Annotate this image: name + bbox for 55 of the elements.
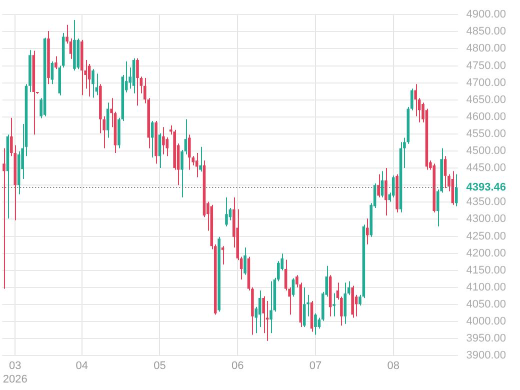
y-tick-label: 4000.00 (466, 316, 506, 328)
candlestick (270, 280, 272, 334)
candlestick (266, 300, 269, 342)
candlestick (54, 56, 58, 70)
ref-line-label: 4393.46 (466, 181, 506, 194)
candlestick (158, 132, 162, 169)
y-tick-label: 4300.00 (466, 213, 506, 226)
candlestick (92, 68, 94, 98)
candlestick (314, 312, 317, 336)
y-tick-label: 4500.00 (466, 145, 506, 158)
x-tick-label: 07 (309, 360, 322, 372)
y-tick-label: 4800.00 (466, 42, 506, 55)
candlestick (414, 84, 417, 117)
y-tick-label: 4750.00 (466, 60, 506, 72)
y-tick-label: 4250.00 (466, 230, 506, 242)
candlestick (444, 156, 447, 189)
x-tick-label: 06 (231, 360, 244, 372)
y-tick-label: 4450.00 (466, 162, 506, 174)
y-tick-label: 4350.00 (466, 196, 506, 208)
x-tick-label: 04 (76, 360, 88, 372)
y-tick-label: 4700.00 (466, 76, 506, 89)
y-tick-label: 4100.00 (466, 281, 506, 294)
candlestick (162, 126, 165, 155)
y-tick-label: 4650.00 (466, 94, 506, 106)
x-tick-label: 08 (387, 360, 400, 372)
y-tick-label: 4050.00 (466, 298, 506, 310)
candlestick (225, 196, 228, 227)
candlestick (2, 148, 6, 290)
candlestick (366, 218, 369, 245)
candlestick (136, 58, 139, 106)
candlestick (188, 134, 191, 170)
candlestick (166, 136, 169, 157)
candlestick (221, 246, 224, 266)
candlestick (302, 286, 306, 328)
y-tick-label: 4850.00 (466, 26, 506, 38)
x-tick-label: 03 2026 (2, 360, 28, 386)
candlestick (454, 174, 458, 207)
x-tick-label: 05 (154, 360, 166, 372)
candlestick (292, 278, 295, 298)
candlestick (106, 102, 110, 138)
candlestick (244, 247, 246, 276)
candlestick (344, 282, 347, 324)
y-tick-label: 4600.00 (466, 110, 506, 123)
y-tick-label: 4550.00 (466, 128, 506, 140)
y-tick-label: 3900.00 (466, 350, 506, 362)
y-tick-label: 3950.00 (466, 332, 506, 345)
candlestick (95, 73, 98, 96)
y-tick-label: 4150.00 (466, 264, 506, 276)
candlestick (377, 174, 380, 198)
candlestick (332, 292, 336, 317)
candlestick (384, 168, 388, 216)
candlestick (199, 146, 202, 172)
candlestick (262, 296, 265, 334)
y-tick-label: 4200.00 (466, 247, 506, 260)
y-tick-label: 4900.00 (466, 8, 506, 21)
